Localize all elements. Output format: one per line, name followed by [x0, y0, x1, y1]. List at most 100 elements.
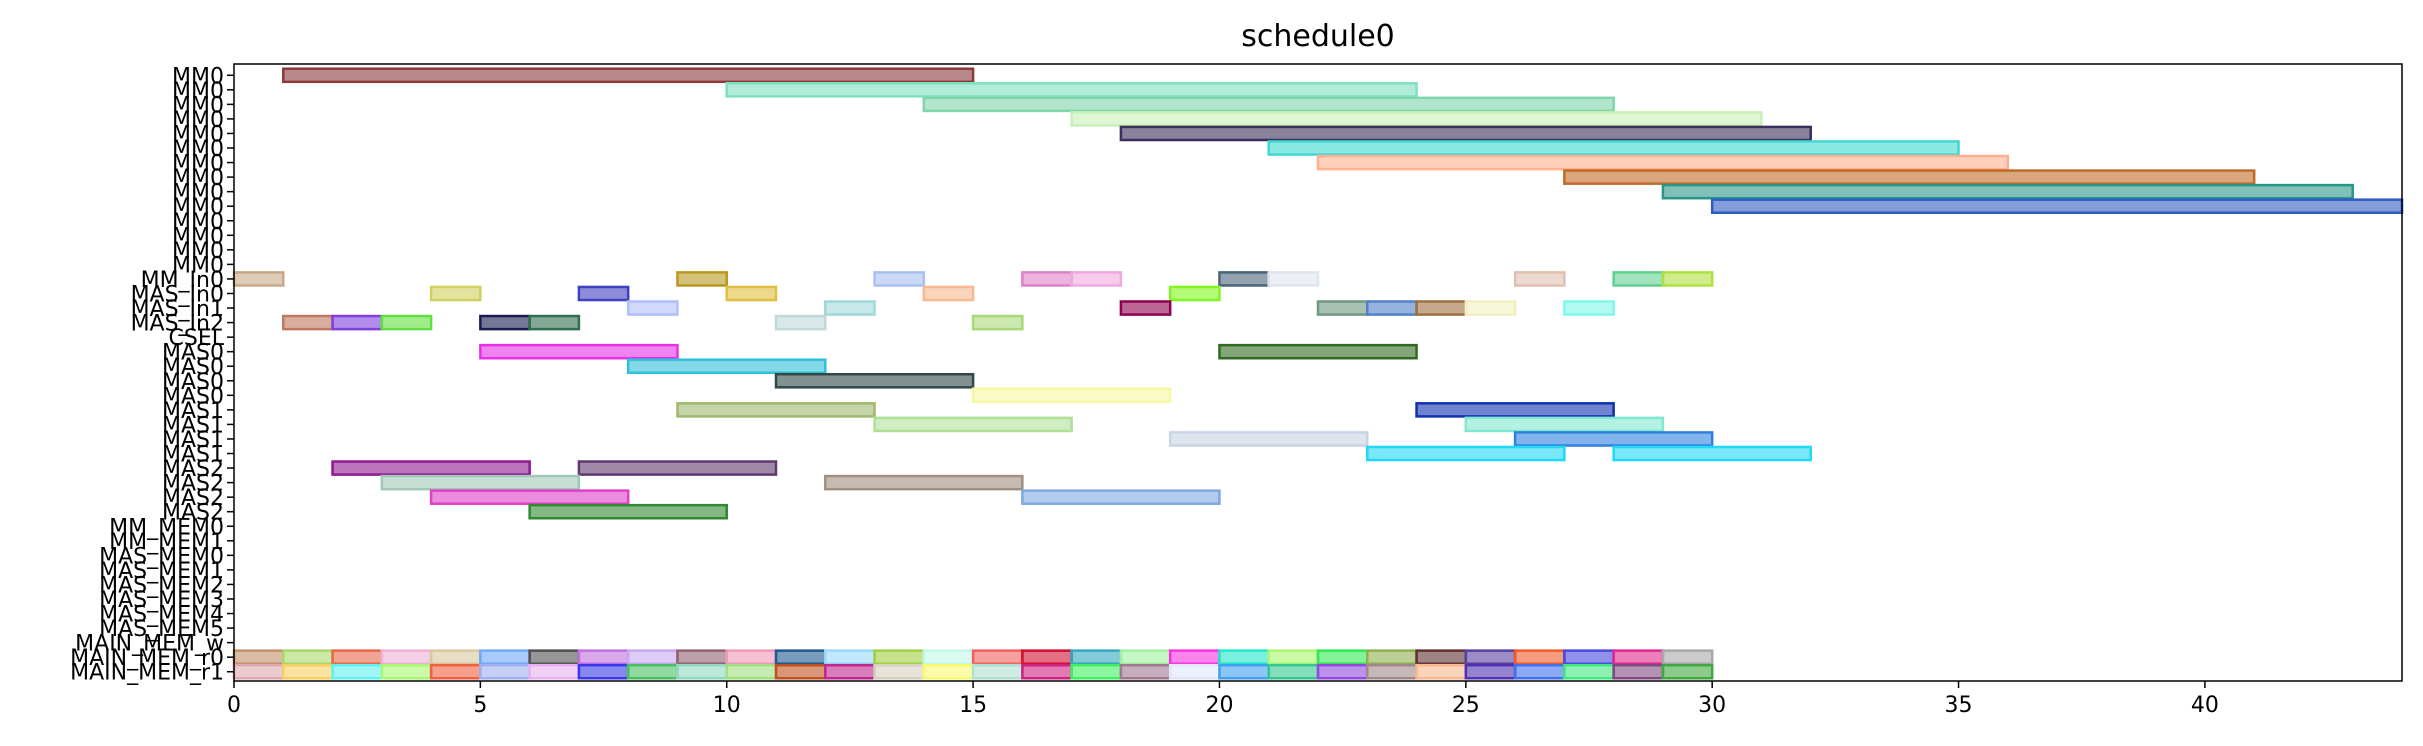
bar-main-mem-r0-66 — [528, 649, 581, 665]
bar-mas-in1-28 — [1316, 300, 1369, 316]
bar-mas-in0-23 — [922, 285, 975, 302]
bar-main-mem-r0-88 — [1612, 649, 1665, 665]
bar-mm0-7 — [1563, 169, 2256, 185]
bar-main-mem-r0-61 — [282, 649, 334, 665]
y-tick-label: MAS2 — [162, 457, 224, 482]
bars-layer — [232, 67, 2404, 680]
x-tick-label: 35 — [1945, 693, 1973, 718]
y-tick-label: CSEL — [169, 326, 225, 351]
x-tick-label: 30 — [1698, 693, 1726, 718]
y-tick-label: MAS_In0 — [131, 282, 224, 307]
bar-mas1-45 — [676, 402, 876, 418]
bar-main-mem-r1-93 — [380, 663, 433, 680]
bar-mas-in1-32 — [1563, 300, 1615, 316]
bar-mas1-52 — [1612, 445, 1812, 462]
x-tick-label: 10 — [713, 693, 741, 718]
y-tick-label: MAS_In1 — [131, 297, 224, 322]
bar-main-mem-r1-119 — [1661, 663, 1714, 680]
bar-mm0-6 — [1316, 154, 2010, 171]
bar-main-mem-r1-112 — [1316, 663, 1369, 680]
bar-mas1-49 — [1168, 431, 1369, 447]
bar-main-mem-r0-74 — [922, 649, 975, 665]
bar-main-mem-r0-62 — [331, 649, 384, 665]
y-axis: MM0MM0MM0MM0MM0MM0MM0MM0MM0MM0MM0MM0MM0M… — [70, 64, 234, 686]
bar-main-mem-r0-84 — [1415, 649, 1468, 665]
bar-main-mem-r1-106 — [1021, 663, 1073, 680]
bar-mm-in0-13 — [1021, 271, 1073, 287]
y-tick-label: MAS_MEM4 — [99, 603, 224, 628]
y-tick-label: MAIN_MEM_r0 — [70, 646, 224, 671]
bar-mas2-54 — [577, 460, 778, 476]
y-tick-label: MAS1 — [162, 443, 224, 468]
bar-mas1-50 — [1513, 431, 1714, 447]
bar-main-mem-r1-95 — [479, 663, 531, 680]
bar-mas-in1-29 — [1366, 300, 1418, 316]
x-tick-label: 0 — [227, 693, 241, 718]
bar-main-mem-r0-75 — [971, 649, 1024, 665]
bar-mas0-43 — [774, 372, 975, 389]
x-tick-label: 20 — [1205, 693, 1233, 718]
bar-main-mem-r1-100 — [725, 663, 778, 680]
x-tick-label: 15 — [959, 693, 987, 718]
y-tick-label: MM0 — [172, 210, 224, 235]
bar-main-mem-r1-109 — [1168, 663, 1221, 680]
bar-main-mem-r1-91 — [282, 663, 334, 680]
bar-mm0-0 — [282, 67, 975, 84]
bar-mm0-2 — [922, 96, 1615, 113]
bar-main-mem-r0-60 — [232, 649, 285, 665]
bar-main-mem-r0-83 — [1366, 649, 1418, 665]
bar-main-mem-r1-111 — [1267, 663, 1320, 680]
y-tick-label: MM0 — [172, 181, 224, 206]
y-tick-label: MAS1 — [162, 413, 224, 438]
bar-mm0-4 — [1119, 125, 1812, 142]
x-tick-label: 5 — [473, 693, 487, 718]
bar-main-mem-r1-102 — [824, 663, 876, 680]
y-tick-label: MAS_MEM0 — [99, 544, 224, 569]
bar-main-mem-r1-114 — [1415, 663, 1468, 680]
bar-main-mem-r1-118 — [1612, 663, 1665, 680]
bar-main-mem-r0-86 — [1513, 649, 1566, 665]
y-tick-label: MAS_MEM1 — [99, 559, 224, 584]
y-tick-label: MAS_MEM3 — [99, 588, 224, 613]
y-tick-label: MM0 — [172, 137, 224, 162]
bar-mas2-53 — [331, 460, 531, 476]
y-tick-label: MAS2 — [162, 486, 224, 511]
bar-mm-in0-15 — [1218, 271, 1270, 287]
bar-mas-in2-34 — [331, 314, 384, 331]
bar-main-mem-r0-87 — [1563, 649, 1615, 665]
chart-title: schedule0 — [1241, 19, 1395, 54]
bar-mas-in2-39 — [971, 314, 1024, 331]
y-tick-label: MM0 — [172, 166, 224, 191]
bar-mas2-56 — [824, 474, 1024, 491]
y-tick-label: MM_MEM1 — [109, 530, 224, 555]
bar-main-mem-r1-94 — [429, 663, 482, 680]
bar-mas2-55 — [380, 474, 581, 491]
y-tick-label: MM0 — [172, 152, 224, 177]
x-tick-label: 40 — [2191, 693, 2219, 718]
bar-mas2-58 — [1021, 489, 1221, 505]
y-tick-label: MAS_In2 — [131, 312, 224, 337]
bar-main-mem-r1-90 — [232, 663, 285, 680]
x-axis: 0 5 10 15 20 25 30 35 40 — [227, 681, 2219, 718]
y-tick-label: MM0 — [172, 239, 224, 264]
y-tick-label: MM_In0 — [141, 268, 224, 293]
bar-mas-in0-24 — [1168, 285, 1221, 302]
bar-mm0-5 — [1267, 140, 1960, 156]
bar-mas-in1-26 — [824, 300, 876, 316]
bar-mas1-51 — [1366, 445, 1566, 462]
bar-main-mem-r0-72 — [824, 649, 876, 665]
bar-mm-in0-10 — [232, 271, 285, 287]
bar-mm0-1 — [725, 82, 1418, 98]
bar-mas0-40 — [479, 343, 679, 360]
y-tick-label: MM0 — [172, 79, 224, 104]
bar-mm0-8 — [1661, 183, 2354, 200]
bar-main-mem-r1-115 — [1464, 663, 1517, 680]
bar-main-mem-r0-77 — [1070, 649, 1123, 665]
plot-frame — [233, 63, 2403, 682]
bar-main-mem-r1-96 — [528, 663, 581, 680]
y-tick-label: MM0 — [172, 64, 224, 89]
bar-mas-in2-35 — [380, 314, 433, 331]
bar-mas-in0-21 — [577, 285, 630, 302]
bar-main-mem-r1-97 — [577, 663, 630, 680]
